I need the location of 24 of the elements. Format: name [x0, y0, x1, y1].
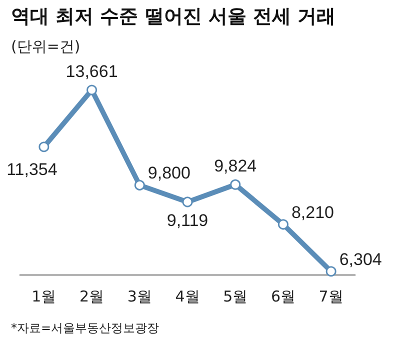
data-label: 6,304	[339, 250, 382, 269]
data-label: 9,119	[166, 211, 208, 230]
point	[230, 179, 241, 190]
point	[326, 266, 336, 277]
point	[134, 180, 145, 190]
point	[86, 84, 98, 96]
point	[278, 219, 288, 230]
point	[182, 196, 193, 208]
data-label: 13,661	[66, 62, 118, 81]
data-label: 11,354	[6, 160, 58, 180]
x-tick-label: 4월	[175, 288, 200, 306]
x-tick-label: 2월	[80, 288, 104, 306]
x-tick-label: 1월	[32, 288, 56, 306]
x-tick-label: 6월	[270, 288, 296, 306]
data-label: 9,800	[148, 164, 190, 183]
chart-title: 역대 최저 수준 떨어진 서울 전세 거래	[11, 6, 336, 28]
data-label: 9,824	[214, 156, 257, 176]
chart-subtitle: (단위=건)	[11, 38, 80, 56]
x-tick-label: 5월	[223, 288, 248, 306]
x-tick-label: 7월	[318, 288, 344, 306]
data-label: 8,210	[291, 202, 334, 222]
x-tick-label: 3월	[127, 288, 152, 306]
text: *자료=서울부동산정보광장	[11, 321, 160, 335]
point	[38, 142, 50, 152]
